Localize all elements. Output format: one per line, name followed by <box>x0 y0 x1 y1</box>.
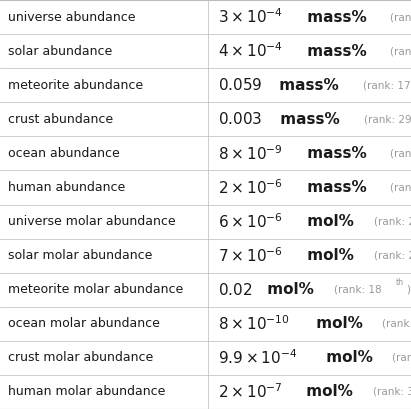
Text: ocean molar abundance: ocean molar abundance <box>8 317 160 330</box>
Text: (rank: 22: (rank: 22 <box>390 46 411 56</box>
Text: mass%: mass% <box>302 44 367 58</box>
Text: $9.9\times10^{-4}$: $9.9\times10^{-4}$ <box>218 348 298 367</box>
Text: crust molar abundance: crust molar abundance <box>8 351 154 364</box>
Text: (rank: 22: (rank: 22 <box>374 251 411 261</box>
Text: $0.02$: $0.02$ <box>218 282 252 298</box>
Text: $7\times10^{-6}$: $7\times10^{-6}$ <box>218 246 283 265</box>
Text: $6\times10^{-6}$: $6\times10^{-6}$ <box>218 212 283 231</box>
Text: mol%: mol% <box>311 316 363 331</box>
Text: ocean abundance: ocean abundance <box>8 147 120 160</box>
Text: mol%: mol% <box>262 282 314 297</box>
Text: mol%: mol% <box>302 214 353 229</box>
Text: ): ) <box>406 285 410 295</box>
Text: human molar abundance: human molar abundance <box>8 385 166 398</box>
Text: crust abundance: crust abundance <box>8 113 113 126</box>
Text: $8\times10^{-9}$: $8\times10^{-9}$ <box>218 144 283 163</box>
Text: $3\times10^{-4}$: $3\times10^{-4}$ <box>218 8 283 27</box>
Text: $2\times10^{-7}$: $2\times10^{-7}$ <box>218 382 283 401</box>
Text: $0.059$: $0.059$ <box>218 77 261 93</box>
Text: meteorite abundance: meteorite abundance <box>8 79 143 92</box>
Text: th: th <box>395 285 404 294</box>
Text: $0.003$: $0.003$ <box>218 111 262 127</box>
Text: (rank: 30: (rank: 30 <box>393 353 411 363</box>
Text: mass%: mass% <box>274 78 339 93</box>
Text: mass%: mass% <box>302 9 367 25</box>
Text: solar molar abundance: solar molar abundance <box>8 249 152 262</box>
Text: th: th <box>395 279 404 288</box>
Text: (rank: 37: (rank: 37 <box>390 182 411 193</box>
Text: $8\times10^{-10}$: $8\times10^{-10}$ <box>218 315 290 333</box>
Text: (rank: 19: (rank: 19 <box>390 12 411 22</box>
Text: (rank: 38: (rank: 38 <box>373 387 411 397</box>
Text: (rank: 41: (rank: 41 <box>390 148 411 158</box>
Text: (rank: 18: (rank: 18 <box>334 285 382 295</box>
Text: (rank: 17: (rank: 17 <box>363 80 410 90</box>
Text: $2\times10^{-6}$: $2\times10^{-6}$ <box>218 178 283 197</box>
Text: mol%: mol% <box>301 384 353 400</box>
Text: mol%: mol% <box>302 248 353 263</box>
Text: universe abundance: universe abundance <box>8 11 136 24</box>
Text: mol%: mol% <box>321 351 372 365</box>
Text: (rank: 29: (rank: 29 <box>364 114 411 124</box>
Text: meteorite molar abundance: meteorite molar abundance <box>8 283 184 296</box>
Text: (rank: 21: (rank: 21 <box>374 216 411 227</box>
Text: solar abundance: solar abundance <box>8 45 113 58</box>
Text: universe molar abundance: universe molar abundance <box>8 215 176 228</box>
Text: mass%: mass% <box>302 180 367 195</box>
Text: mass%: mass% <box>275 112 340 127</box>
Text: (rank: 51: (rank: 51 <box>382 319 411 329</box>
Text: $4\times10^{-4}$: $4\times10^{-4}$ <box>218 42 283 61</box>
Text: human abundance: human abundance <box>8 181 125 194</box>
Text: mass%: mass% <box>302 146 366 161</box>
